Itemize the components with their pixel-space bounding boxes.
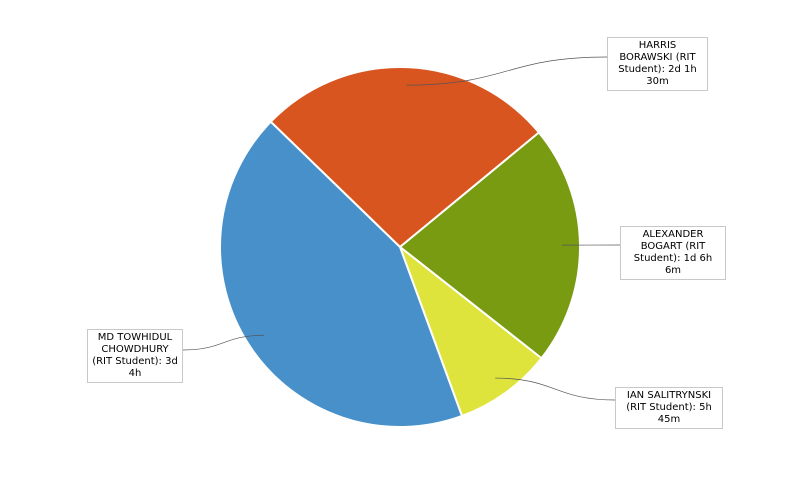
slice-label: IAN SALITRYNSKI (RIT Student): 5h 45m (615, 387, 723, 429)
pie-slice (397, 244, 543, 418)
pie-slice (269, 66, 541, 249)
leader-line (182, 334, 265, 351)
slice-label: ALEXANDER BOGART (RIT Student): 1d 6h 6m (620, 226, 726, 280)
slice-label: HARRIS BORAWSKI (RIT Student): 2d 1h 30m (607, 37, 708, 91)
leader-line (406, 56, 608, 86)
slice-label: MD TOWHIDUL CHOWDHURY (RIT Student): 3d … (87, 329, 183, 383)
pie-slice (219, 120, 464, 428)
leader-line (495, 377, 616, 401)
